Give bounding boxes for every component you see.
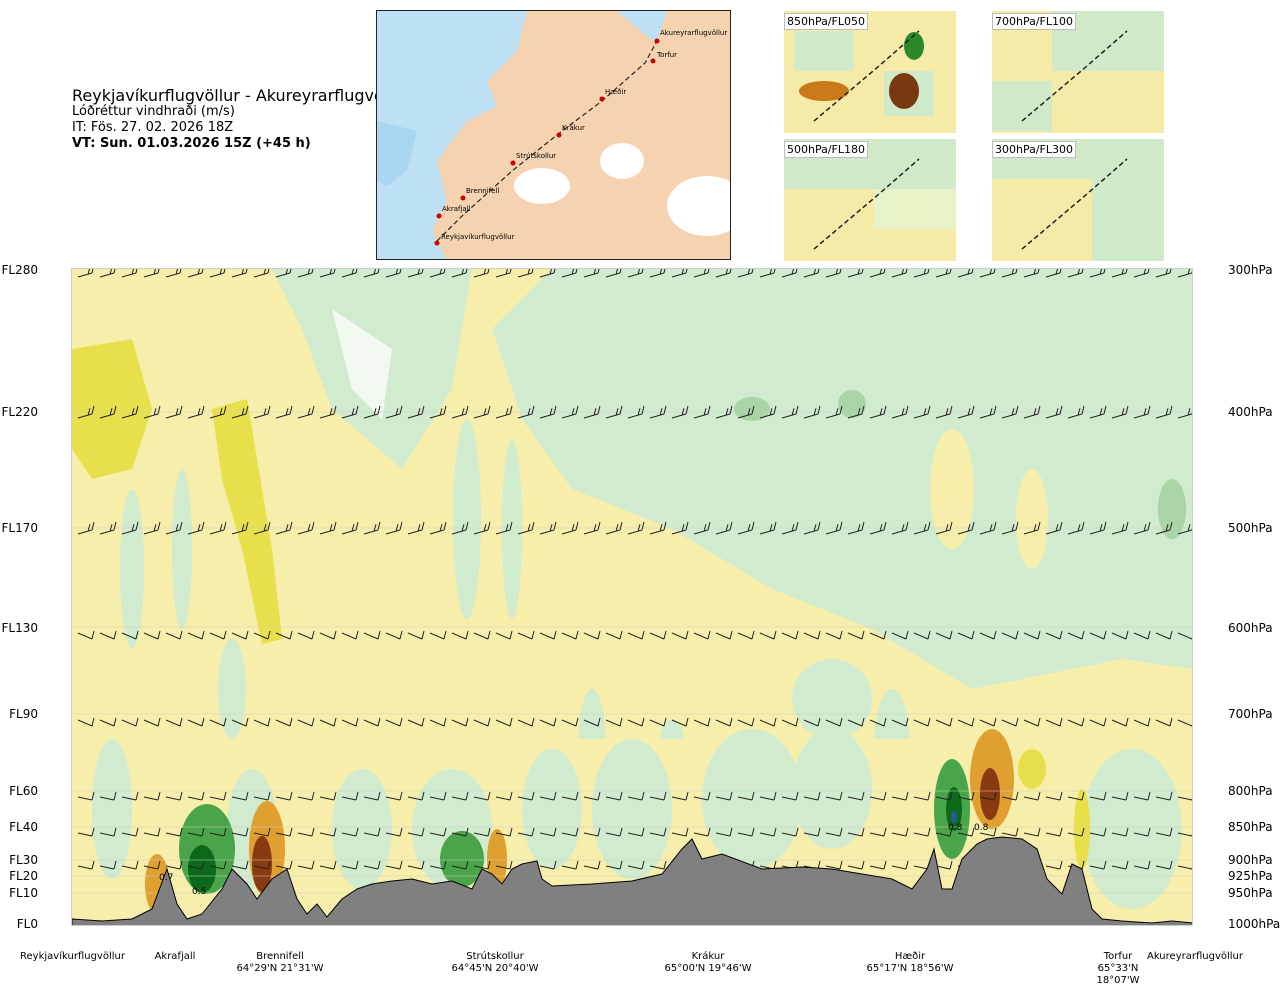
location-reykjavik: Reykjavíkurflugvöllur [10, 951, 135, 963]
fl-label: FL0 [16, 917, 38, 931]
mini-map-700: 700hPa/FL100 [992, 11, 1164, 133]
pressure-label: 600hPa [1228, 621, 1273, 635]
location-akureyri: Akureyrarflugvöllur [1135, 951, 1255, 963]
location-krakur: Krákur 65°00'N 19°46'W [658, 951, 758, 975]
mini-map-700-image [992, 11, 1164, 133]
mini-map-700-label: 700hPa/FL100 [992, 13, 1077, 30]
map-label-reykjavik: Reykjavíkurflugvöllur [441, 233, 515, 241]
fl-label: FL20 [9, 869, 38, 883]
location-coord: 64°29'N 21°31'W [236, 963, 324, 974]
fl-label: FL40 [9, 820, 38, 834]
map-label-krakur: Krákur [562, 124, 585, 132]
pressure-label: 700hPa [1228, 707, 1273, 721]
cross-section-plot: 0.7 0.5 0.8 0.8 [71, 268, 1193, 926]
route-map-image: Akureyrarflugvöllur Torfur Hæðir Krákur … [377, 11, 730, 259]
fl-label: FL60 [9, 784, 38, 798]
map-label-strutskollur: Strútskollur [516, 152, 556, 160]
value-annotation: 0.8 [974, 823, 989, 833]
pressure-label: 900hPa [1228, 853, 1273, 867]
route-title: Reykjavíkurflugvöllur - Akureyrarflugvöl… [72, 86, 410, 105]
location-name: Hæðir [894, 951, 926, 962]
pressure-label: 800hPa [1228, 784, 1273, 798]
cross-section-image [72, 269, 1192, 925]
location-akrafjall: Akrafjall [140, 951, 210, 963]
mini-map-300-label: 300hPa/FL300 [992, 141, 1077, 158]
title-block: Reykjavíkurflugvöllur - Akureyrarflugvöl… [72, 88, 409, 152]
location-name: Strútskollur [466, 951, 524, 962]
location-name: Torfur [1103, 951, 1133, 962]
pressure-label: 400hPa [1228, 405, 1273, 419]
variable-label: Lóðréttur vindhraði (m/s) [72, 104, 235, 119]
mini-map-850: 850hPa/FL050 [784, 11, 956, 133]
location-coord: 64°45'N 20°40'W [451, 963, 539, 974]
location-name: Krákur [691, 951, 725, 962]
mini-map-300: 300hPa/FL300 [992, 139, 1164, 261]
location-haedir: Hæðir 65°17'N 18°56'W [860, 951, 960, 975]
location-coord: 65°00'N 19°46'W [664, 963, 752, 974]
mini-map-500-label: 500hPa/FL180 [784, 141, 869, 158]
pressure-label: 850hPa [1228, 820, 1273, 834]
pressure-label: 500hPa [1228, 521, 1273, 535]
fl-label: FL90 [9, 707, 38, 721]
map-label-haedir: Hæðir [605, 88, 626, 96]
value-annotation: 0.7 [159, 873, 174, 883]
fl-label: FL10 [9, 886, 38, 900]
location-coord: 65°33'N 18°07'W [1096, 963, 1140, 986]
location-name: Akureyrarflugvöllur [1146, 951, 1243, 962]
wind-barbs [77, 269, 1192, 870]
map-label-torfur: Torfur [656, 51, 677, 59]
mini-map-850-label: 850hPa/FL050 [784, 13, 869, 30]
pressure-label: 925hPa [1228, 869, 1273, 883]
mini-map-300-image [992, 139, 1164, 261]
map-label-akrafjall: Akrafjall [442, 205, 471, 213]
value-annotation: 0.5 [192, 887, 207, 897]
pressure-label: 1000hPa [1228, 917, 1280, 931]
fl-label: FL130 [1, 621, 39, 635]
map-label-akureyri: Akureyrarflugvöllur [660, 29, 727, 37]
fl-label: FL220 [1, 405, 39, 419]
location-name: Reykjavíkurflugvöllur [20, 951, 125, 962]
value-annotation: 0.8 [948, 823, 963, 833]
location-name: Akrafjall [154, 951, 196, 962]
pressure-label: 950hPa [1228, 886, 1273, 900]
fl-label: FL170 [1, 521, 39, 535]
location-brennifell: Brennifell 64°29'N 21°31'W [230, 951, 330, 975]
map-label-brennifell: Brennifell [466, 187, 499, 195]
mini-map-850-image [784, 11, 956, 133]
location-coord: 65°17'N 18°56'W [866, 963, 954, 974]
valid-time: VT: Sun. 01.03.2026 15Z (+45 h) [72, 136, 311, 151]
pressure-label: 300hPa [1228, 263, 1273, 277]
route-map: Akureyrarflugvöllur Torfur Hæðir Krákur … [376, 10, 731, 260]
location-strutskollur: Strútskollur 64°45'N 20°40'W [445, 951, 545, 975]
mini-map-500: 500hPa/FL180 [784, 139, 956, 261]
issue-time: IT: Fös. 27. 02. 2026 18Z [72, 120, 234, 135]
location-name: Brennifell [256, 951, 304, 962]
fl-label: FL30 [9, 853, 38, 867]
fl-label: FL280 [1, 263, 39, 277]
